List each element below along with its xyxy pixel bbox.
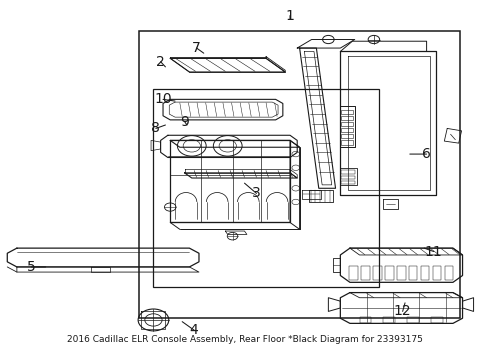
Bar: [341, 128, 352, 132]
Bar: [407, 316, 419, 323]
Text: 5: 5: [27, 260, 36, 274]
Bar: [139, 31, 459, 318]
Text: 7: 7: [192, 41, 201, 55]
Bar: [372, 266, 381, 280]
Bar: [341, 116, 352, 120]
Text: 2016 Cadillac ELR Console Assembly, Rear Floor *Black Diagram for 23393175: 2016 Cadillac ELR Console Assembly, Rear…: [66, 335, 422, 344]
Text: 12: 12: [393, 305, 410, 318]
Bar: [341, 134, 352, 138]
Text: 9: 9: [180, 114, 189, 129]
Bar: [430, 316, 443, 323]
Bar: [153, 89, 378, 287]
Text: 6: 6: [421, 147, 430, 161]
Bar: [432, 266, 441, 280]
Bar: [348, 266, 357, 280]
Bar: [359, 316, 371, 323]
Bar: [341, 176, 354, 179]
Text: 4: 4: [189, 323, 198, 337]
Bar: [341, 171, 354, 174]
Text: 3: 3: [252, 186, 260, 201]
Text: 2: 2: [156, 55, 164, 69]
Text: 11: 11: [424, 244, 442, 258]
Text: 1: 1: [285, 9, 294, 23]
Bar: [396, 266, 405, 280]
Bar: [341, 181, 354, 184]
Bar: [420, 266, 428, 280]
Bar: [383, 316, 395, 323]
Bar: [360, 266, 369, 280]
Bar: [384, 266, 393, 280]
Text: 10: 10: [154, 93, 171, 106]
Text: 8: 8: [151, 121, 160, 135]
Bar: [341, 140, 352, 144]
Bar: [341, 109, 352, 114]
Bar: [341, 122, 352, 126]
Bar: [408, 266, 417, 280]
Bar: [444, 266, 452, 280]
